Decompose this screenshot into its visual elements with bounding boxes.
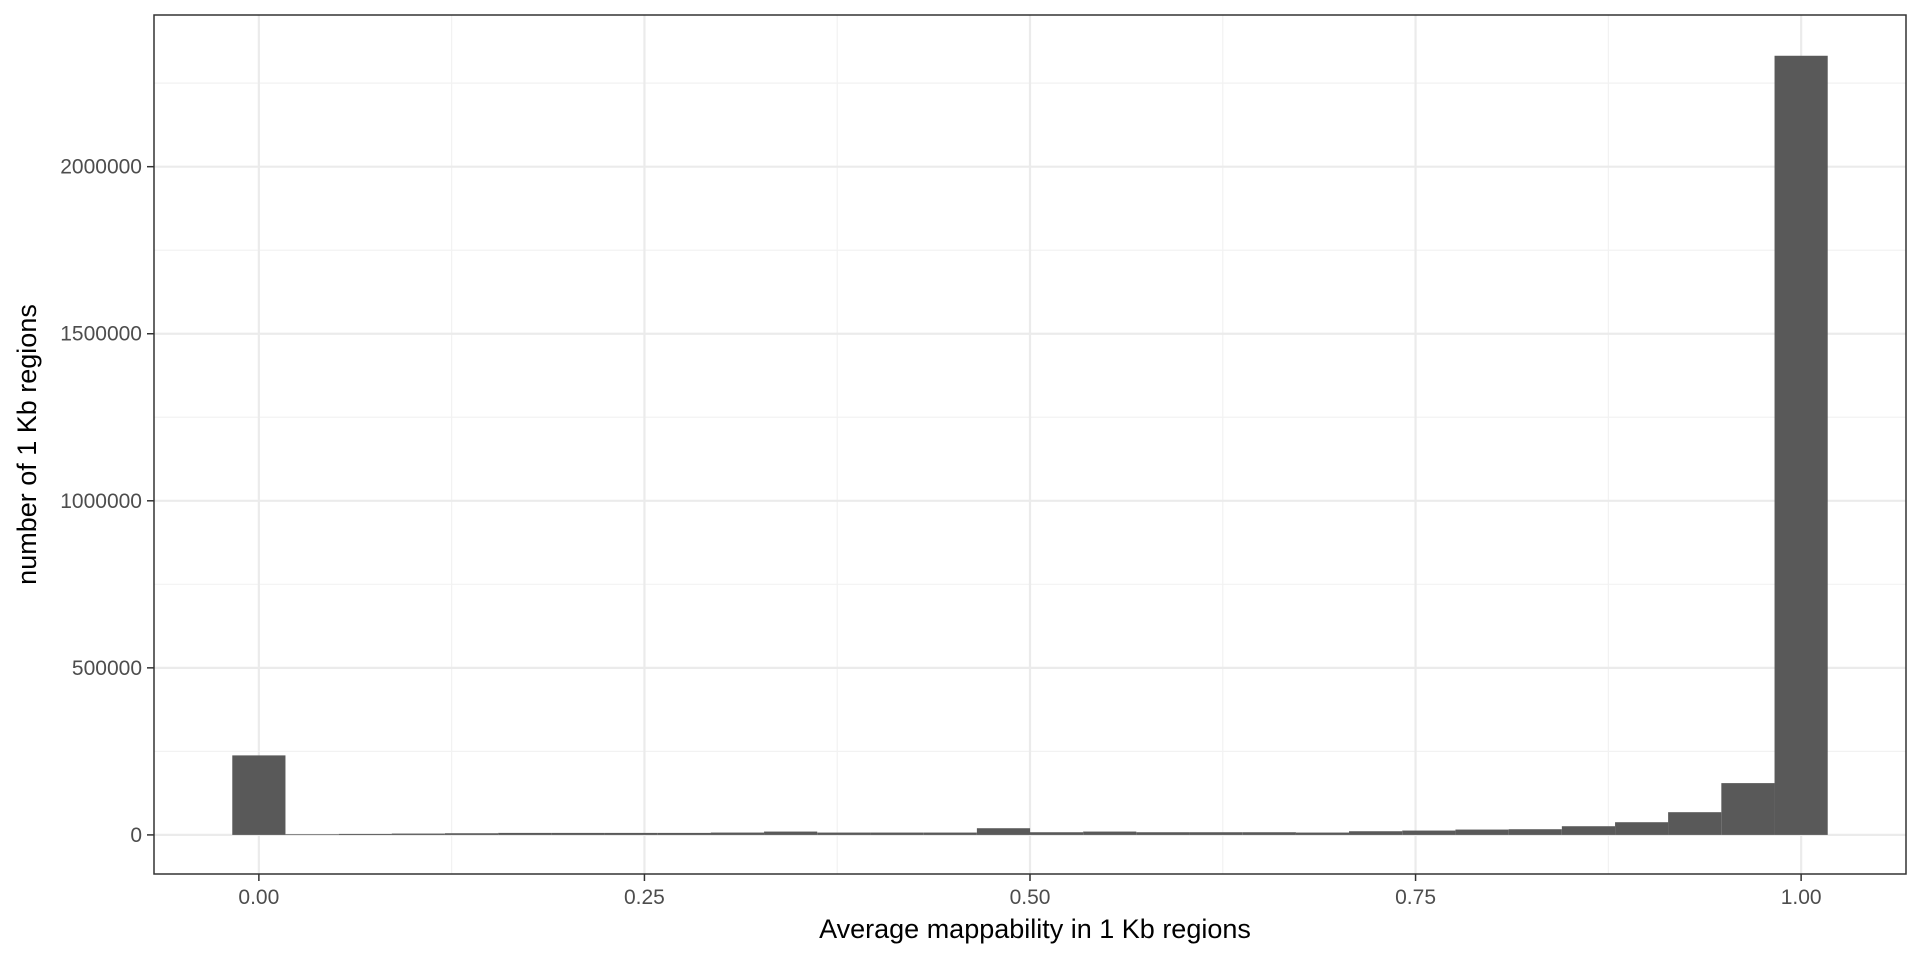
- y-tick-label: 2000000: [60, 156, 142, 179]
- histogram-bar: [1189, 832, 1243, 835]
- y-tick-label: 0: [130, 824, 142, 847]
- x-tick-label: 0.50: [1010, 886, 1051, 909]
- histogram-bar: [1295, 832, 1350, 835]
- y-tick-label: 1500000: [60, 323, 142, 346]
- histogram-bar: [285, 834, 339, 835]
- histogram-bar: [551, 832, 605, 835]
- y-axis-title: number of 1 Kb regions: [12, 304, 42, 585]
- histogram-bar: [604, 832, 658, 835]
- y-tick-label: 500000: [72, 657, 142, 680]
- histogram-bar: [817, 832, 871, 835]
- histogram-bar: [764, 831, 818, 835]
- histogram-bar: [1774, 55, 1828, 835]
- histogram-bar: [1083, 831, 1137, 835]
- histogram-bar: [657, 832, 711, 835]
- histogram-bar: [1349, 831, 1403, 835]
- histogram-bar: [1668, 812, 1722, 835]
- x-tick-label: 0.00: [238, 886, 279, 909]
- histogram-bar: [1721, 783, 1775, 835]
- x-axis-title: Average mappability in 1 Kb regions: [819, 914, 1251, 944]
- histogram-bar: [498, 832, 552, 835]
- axis-ticks: 0.00 0.25 0.50 0.75 1.00 0 500000 1000000 150000…: [60, 156, 1821, 909]
- histogram-bar: [1242, 832, 1296, 835]
- histogram-bars: [232, 55, 1828, 835]
- histogram-bar: [444, 833, 499, 835]
- histogram-bar: [1508, 829, 1562, 835]
- histogram-bar: [710, 832, 765, 835]
- histogram-bar: [1136, 832, 1190, 835]
- histogram-bar: [391, 833, 445, 835]
- x-tick-label: 0.25: [624, 886, 665, 909]
- histogram-bar: [923, 832, 977, 835]
- histogram-bar: [1615, 822, 1669, 835]
- y-tick-label: 1000000: [60, 490, 142, 513]
- histogram-bar: [338, 833, 392, 835]
- x-tick-label: 1.00: [1781, 886, 1822, 909]
- histogram-bar: [1455, 829, 1509, 835]
- x-tick-label: 0.75: [1395, 886, 1436, 909]
- histogram-bar: [870, 832, 924, 835]
- histogram-bar: [976, 828, 1031, 835]
- histogram-bar: [1561, 826, 1616, 835]
- histogram-bar: [1402, 830, 1456, 835]
- histogram-bar: [232, 755, 286, 835]
- histogram-bar: [1029, 832, 1084, 835]
